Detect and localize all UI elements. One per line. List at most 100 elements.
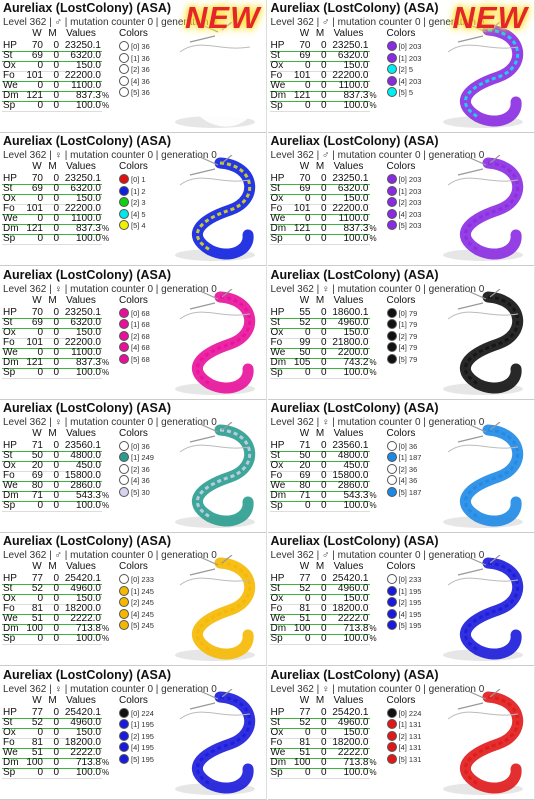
- stat-label: Ox: [3, 726, 16, 738]
- stat-value: 150.0: [343, 593, 369, 605]
- stat-w: 100: [26, 756, 43, 768]
- stat-label: Dm: [3, 356, 19, 368]
- stat-w: 0: [37, 593, 43, 605]
- stat-w: 0: [37, 346, 43, 358]
- row-underline: [269, 460, 370, 462]
- stat-value: 25420.1: [332, 573, 369, 585]
- color-swatch: [386, 75, 397, 86]
- stat-value: 150.0: [343, 60, 369, 71]
- color-label: [5] 131: [398, 754, 422, 764]
- column-header: Values: [66, 427, 96, 439]
- stat-w: 52: [299, 316, 311, 328]
- row-underline: [2, 624, 102, 626]
- dragon-art: [179, 44, 251, 53]
- stat-label: Dm: [3, 90, 19, 101]
- stat-label: St: [3, 449, 13, 461]
- row-underline: [269, 71, 370, 72]
- stat-m: 0: [53, 499, 59, 511]
- stat-w: 121: [293, 223, 311, 235]
- stat-w: 70: [299, 173, 311, 185]
- row-underline: [2, 594, 102, 596]
- row-underline: [269, 717, 370, 719]
- row-underline: [269, 244, 370, 246]
- dragon-art: [457, 155, 500, 176]
- creature-image: [442, 555, 523, 662]
- color-label: [2] 5: [398, 65, 414, 74]
- stat-w: 70: [31, 306, 43, 318]
- color-label: [0] 233: [131, 575, 154, 585]
- row-underline: [269, 357, 370, 359]
- color-swatch: [386, 719, 397, 729]
- color-label: [0] 224: [131, 708, 154, 718]
- stat-w: 69: [299, 50, 311, 61]
- stat-w: 80: [31, 479, 43, 491]
- color-label: [0] 203: [398, 175, 422, 185]
- column-header: Values: [333, 161, 364, 173]
- stat-value: 837.3: [343, 223, 369, 235]
- stat-w: 71: [31, 489, 43, 501]
- stat-m: 0: [320, 603, 327, 615]
- stat-unit: %: [102, 767, 110, 777]
- row-underline: [2, 737, 102, 739]
- stat-label: Ox: [270, 326, 284, 338]
- stat-w: 0: [37, 366, 43, 378]
- color-label: [0] 36: [131, 42, 150, 51]
- color-label: [0] 1: [131, 175, 146, 185]
- color-label: [2] 36: [398, 464, 418, 474]
- card-level: Level 362 | ♀ | mutation counter 0 | gen…: [3, 683, 217, 695]
- stat-w: 55: [299, 306, 311, 318]
- stat-m: 0: [53, 623, 59, 635]
- column-header: W: [32, 561, 42, 573]
- creature-image: [442, 688, 523, 795]
- row-underline: [2, 747, 102, 749]
- card-title: Aureliax (LostColony) (ASA): [270, 1, 439, 15]
- stat-w: 0: [304, 766, 311, 778]
- stat-value: 25420.1: [64, 573, 101, 585]
- color-swatch: [386, 319, 397, 330]
- color-label: [5] 4: [131, 221, 146, 231]
- color-label: [5] 203: [398, 221, 422, 231]
- stat-w: 70: [31, 40, 43, 51]
- stat-m: 0: [53, 306, 59, 318]
- stat-m: 0: [53, 316, 59, 328]
- column-header: M: [48, 161, 57, 173]
- stat-label: Dm: [270, 223, 287, 235]
- stat-m: 0: [53, 213, 59, 225]
- dragon-art: [463, 295, 519, 385]
- stat-w: 0: [304, 80, 311, 91]
- dragon-art: [459, 157, 523, 260]
- color-swatch: [119, 75, 129, 86]
- stat-label: Dm: [3, 756, 19, 768]
- dragon-art: [189, 288, 233, 310]
- stat-w: 121: [26, 90, 43, 101]
- color-label: [5] 36: [131, 88, 150, 97]
- row-underline: [269, 214, 370, 216]
- stat-w: 0: [304, 233, 311, 245]
- color-swatch: [119, 608, 129, 619]
- stat-w: 0: [304, 213, 311, 225]
- row-underline: [2, 357, 102, 359]
- dragon-art: [196, 695, 252, 785]
- stat-label: HP: [270, 573, 285, 585]
- stat-w: 0: [304, 326, 311, 338]
- stat-m: 0: [53, 60, 59, 71]
- stat-w: 0: [304, 366, 311, 378]
- stat-label: HP: [270, 40, 285, 51]
- color-label: [2] 36: [131, 464, 150, 474]
- stat-m: 0: [53, 70, 59, 81]
- stat-w: 99: [299, 336, 311, 348]
- color-swatch: [386, 463, 397, 474]
- column-header: W: [32, 294, 42, 306]
- color-swatch: [119, 742, 129, 752]
- color-swatch: [386, 597, 397, 608]
- color-swatch: [119, 753, 129, 764]
- row-underline: [2, 244, 102, 246]
- stat-m: 0: [53, 356, 59, 368]
- stat-value: 23250.1: [64, 40, 101, 51]
- stat-label: Sp: [270, 633, 283, 645]
- column-header: M: [315, 694, 325, 706]
- stat-label: Sp: [270, 766, 283, 778]
- stat-value: 22200.0: [64, 336, 101, 348]
- stat-value: 837.3: [75, 223, 101, 235]
- color-label: [2] 195: [131, 731, 154, 741]
